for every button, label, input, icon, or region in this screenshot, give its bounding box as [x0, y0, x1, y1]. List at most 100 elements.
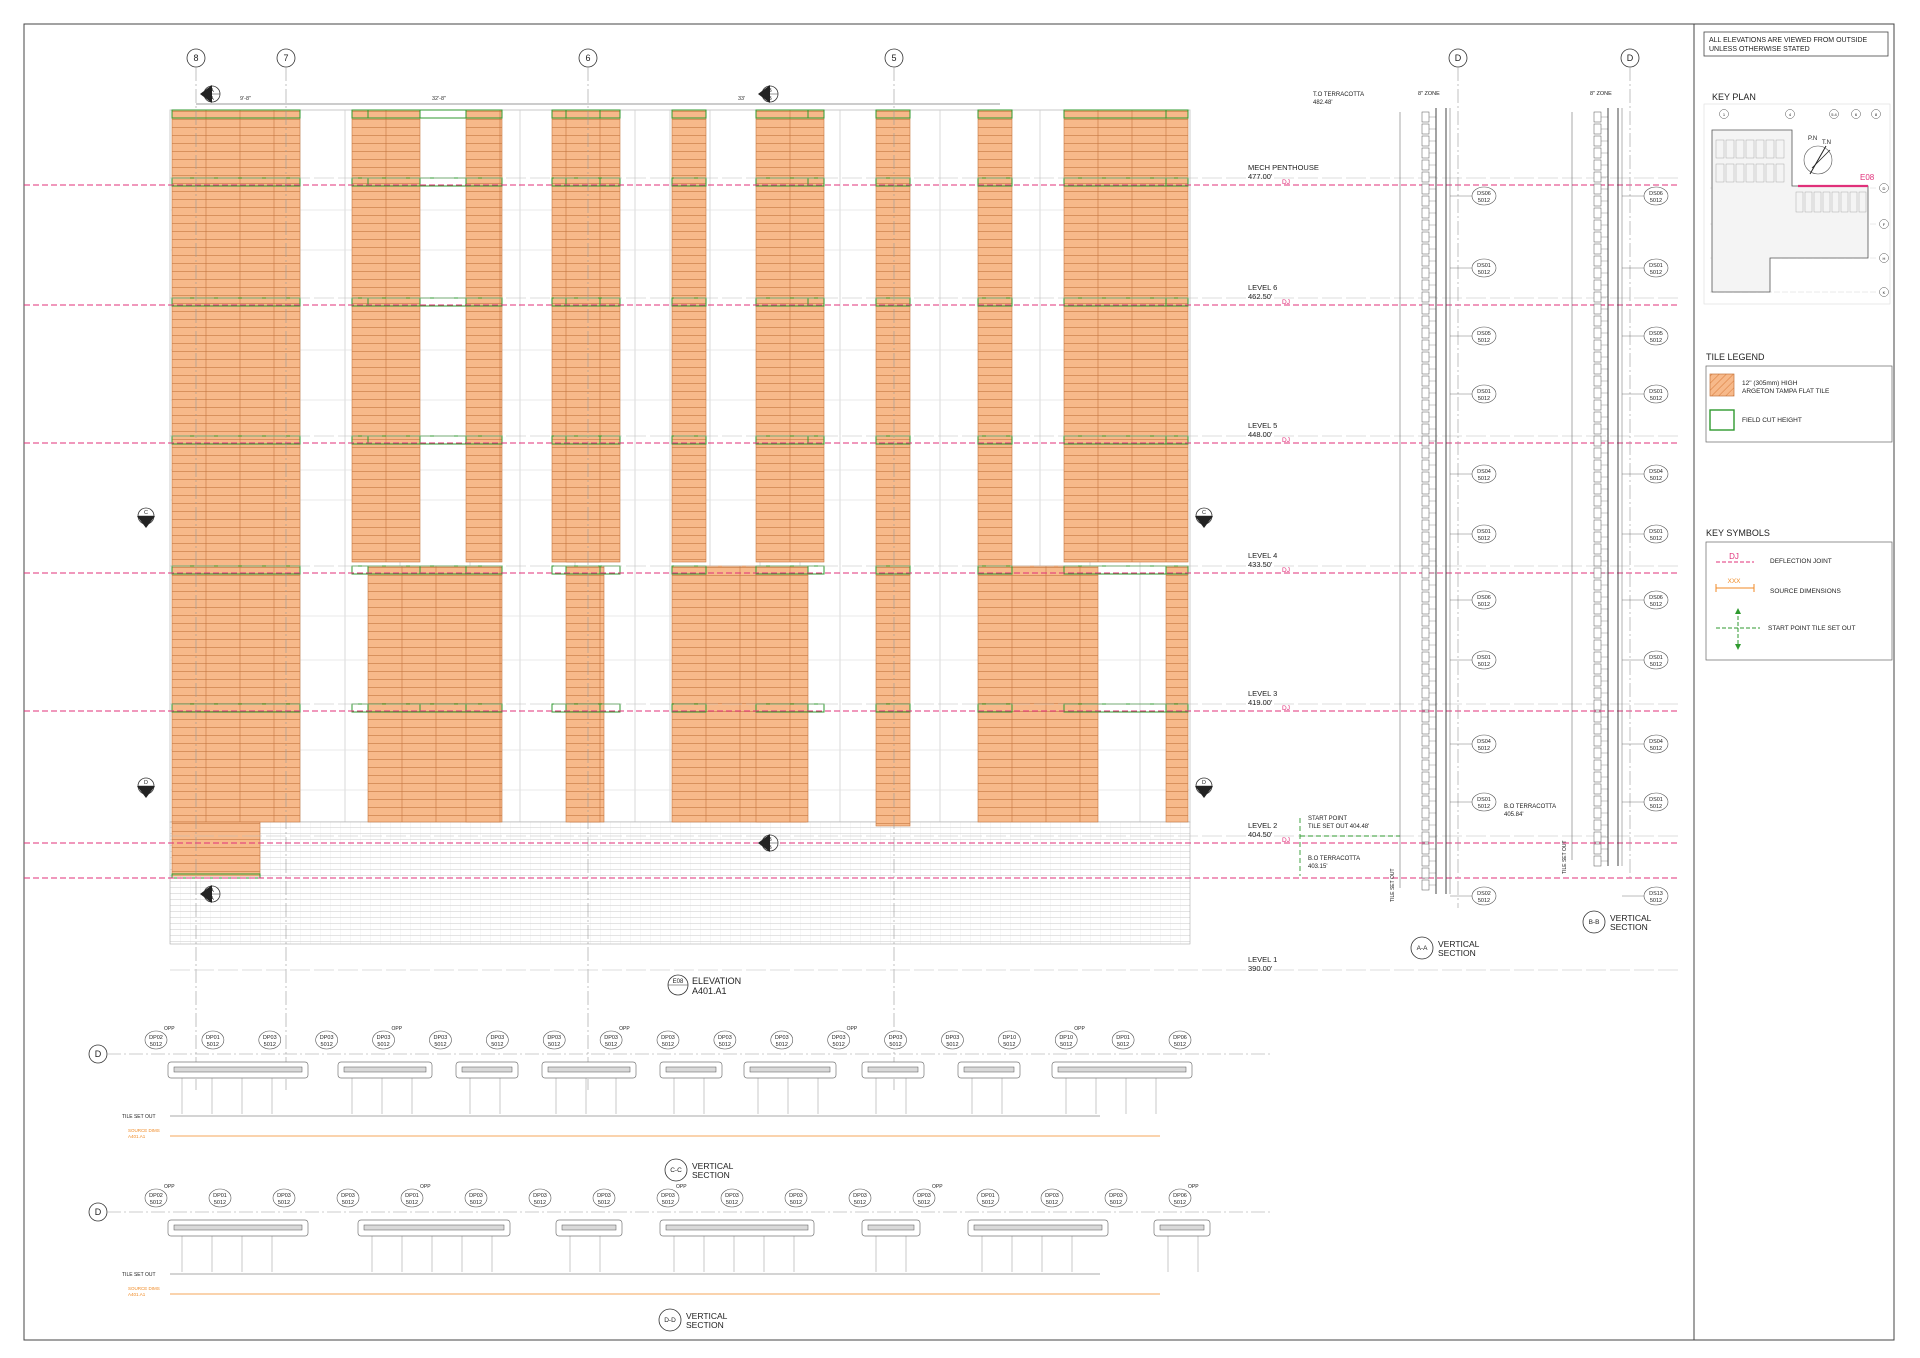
plan-tag-code: DP03 — [277, 1193, 291, 1199]
field-cut-band-4-12 — [1165, 565, 1189, 575]
plan-tag-sub: 5012 — [719, 1042, 731, 1048]
elevation-title: E08 ELEVATION A401.A1 — [667, 974, 741, 996]
plan-tag-sub: 5012 — [278, 1200, 290, 1206]
tile-profile — [1421, 543, 1430, 555]
key-plan-grid-top-4 — [1871, 109, 1881, 119]
tile-profile — [1593, 375, 1602, 387]
tile-profile — [1593, 267, 1602, 279]
level-name-5: LEVEL 2 — [1248, 821, 1277, 830]
plan-tag-sub: 5012 — [776, 1042, 788, 1048]
plan-tag-bubble — [528, 1188, 552, 1208]
field-cut-band-0-7 — [977, 109, 1013, 119]
field-cut-band-0-6 — [875, 109, 911, 119]
viewing-note-line2: UNLESS OTHERWISE STATED — [1709, 46, 1810, 53]
plan-tag-sub: 5012 — [1174, 1200, 1186, 1206]
section-a-a-extra: T.O TERRACOTTA 482.48' B.O TERRACOTTA 40… — [1313, 92, 1556, 818]
tile-profile — [1593, 723, 1602, 735]
dj-label-2: DJ — [1282, 437, 1290, 444]
field-cut-band-0-11 — [755, 109, 809, 119]
plan-tag-code: DP03 — [661, 1035, 675, 1041]
sheet-border — [23, 23, 1895, 1341]
key-plan-room-2 — [1735, 139, 1745, 159]
grid-label-section_cc: D — [95, 1049, 102, 1059]
section-tag-sub: 5012 — [1478, 602, 1490, 608]
plan-tag-bubble — [976, 1188, 1000, 1208]
tile-legend-line2: ARGETON TAMPA FLAT TILE — [1742, 388, 1830, 395]
plan-tag-code: DP03 — [341, 1193, 355, 1199]
key-plan-grid-top-3 — [1851, 109, 1861, 119]
plan-tag-code: DP03 — [1109, 1193, 1123, 1199]
tile-profile — [1593, 255, 1602, 267]
start-point-annotation: START POINT TILE SET OUT 404.48' B.O TER… — [1299, 816, 1400, 876]
tile-profile — [1593, 423, 1602, 435]
tile-profile — [1593, 687, 1602, 699]
key-plan-room-5 — [1765, 139, 1775, 159]
key-plan-unit-7 — [1858, 191, 1867, 213]
plan-tag-code: DP03 — [547, 1035, 561, 1041]
tile-profile — [1593, 219, 1602, 231]
section-arrow — [200, 885, 212, 903]
section-title-bubble-section_bb — [1582, 910, 1606, 934]
key-plan-room-11 — [1755, 163, 1765, 183]
tile-profile — [1421, 255, 1430, 267]
tile-profile — [1593, 615, 1602, 627]
section-tag-sub: 5012 — [1478, 746, 1490, 752]
tile-profile — [1421, 831, 1430, 843]
section-tag-code: DS01 — [1477, 389, 1491, 395]
tile-profile — [1421, 567, 1430, 579]
field-cut-band-0-10 — [565, 109, 601, 119]
section-tag-sub: 5012 — [1650, 270, 1662, 276]
zone-label-section_bb: 8" ZONE — [1590, 91, 1612, 97]
tile-swatch — [1709, 373, 1735, 397]
section-marker-top: C — [144, 510, 148, 516]
key-plan-room-10 — [1745, 163, 1755, 183]
section-tag-code: DS01 — [1649, 529, 1663, 535]
section-arrow — [1195, 786, 1213, 798]
key-symbols-title: KEY SYMBOLS — [1706, 528, 1770, 538]
tile-legend-box — [1705, 365, 1893, 443]
section-title-tag-section_bb: B-B — [1589, 919, 1600, 926]
key-plan-room-1 — [1725, 139, 1735, 159]
tile-set-out-section_bb: TILE SET OUT — [1562, 840, 1568, 874]
section-marker-D-1: DD — [1195, 777, 1213, 798]
section-tag-sub: 5012 — [1650, 898, 1662, 904]
plan-segment-2 — [555, 1219, 623, 1272]
tile-profile — [1421, 723, 1430, 735]
tile-profile — [1593, 411, 1602, 423]
plan-segment-2 — [455, 1061, 519, 1114]
plan-tag-bubble — [941, 1030, 964, 1050]
plan-tag-code: DP03 — [377, 1035, 391, 1041]
level-elev-2: 448.00' — [1248, 430, 1273, 439]
plan-segment-tile — [1159, 1224, 1205, 1231]
elevation-title-text: ELEVATION — [692, 976, 741, 986]
tile-profile — [1421, 879, 1430, 891]
plan-tag-bubble — [486, 1030, 509, 1050]
tile-profile — [1593, 447, 1602, 459]
section-tag-sub: 5012 — [1650, 536, 1662, 542]
level-name-2: LEVEL 5 — [1248, 421, 1277, 430]
start-point-line2: TILE SET OUT 404.48' — [1308, 824, 1369, 830]
section-tag-code: DS01 — [1649, 655, 1663, 661]
plan-tag-code: DP06 — [1173, 1193, 1187, 1199]
section-tag-sub: 5012 — [1650, 602, 1662, 608]
tile-legend-line1: 12" (305mm) HIGH — [1742, 380, 1798, 387]
tile-profile — [1421, 147, 1430, 159]
terracotta-panel-17 — [565, 565, 601, 823]
section-a-a: D8" ZONEDS065012DS015012DS055012DS015012… — [1390, 48, 1497, 960]
tile-profile — [1421, 555, 1430, 567]
